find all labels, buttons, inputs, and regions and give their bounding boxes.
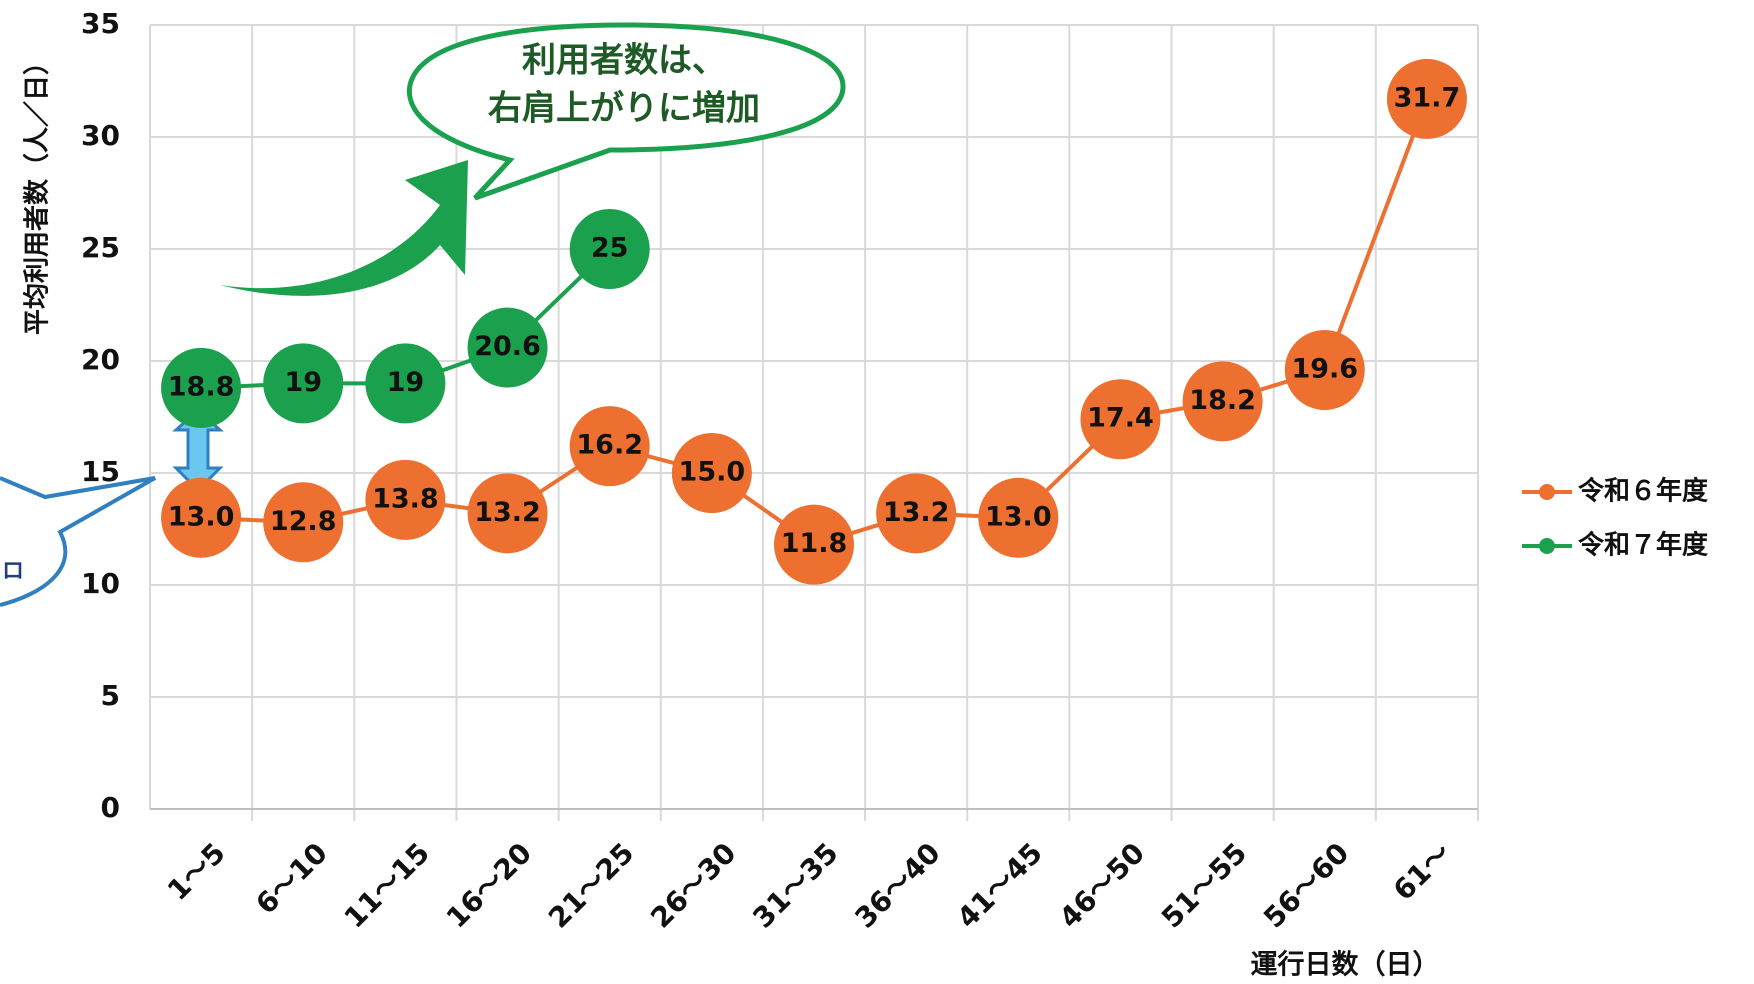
value-label: 19: [284, 367, 322, 398]
chart: 平均利用者数（人／日） 運行日数（日） 051015202530351～56～1…: [0, 0, 1754, 984]
x-tick-label: 61～: [1387, 836, 1458, 907]
x-tick-label: 16～20: [440, 836, 538, 934]
y-tick-label: 0: [101, 791, 120, 824]
value-label: 18.2: [1189, 385, 1256, 416]
y-tick-label: 25: [81, 231, 120, 264]
value-label: 16.2: [576, 430, 643, 461]
y-tick-label: 10: [81, 567, 120, 600]
value-label: 19.6: [1291, 353, 1358, 384]
up-arrow: [220, 160, 468, 296]
x-tick-label: 6～10: [249, 836, 333, 920]
left-callout: [0, 478, 155, 605]
value-label: 13.8: [372, 483, 439, 514]
x-tick-label: 41～45: [951, 836, 1049, 934]
y-tick-label: 20: [81, 343, 120, 376]
legend-marker: [1539, 484, 1555, 500]
x-tick-label: 36～40: [849, 836, 947, 934]
legend-marker: [1539, 538, 1555, 554]
y-axis-title: 平均利用者数（人／日）: [23, 49, 53, 335]
value-label: 20.6: [474, 331, 541, 362]
x-tick-label: 1～5: [161, 836, 232, 907]
x-axis-title: 運行日数（日）: [1251, 949, 1440, 981]
annotation-text: 利用者数は、: [522, 41, 726, 81]
annotation-text: 右肩上がりに増加: [488, 89, 760, 129]
value-label: 13.0: [168, 501, 235, 532]
value-label: 15.0: [679, 457, 746, 488]
value-label: 11.8: [781, 528, 848, 559]
legend-label: 令和６年度: [1578, 476, 1708, 507]
value-label: 12.8: [270, 506, 337, 537]
x-tick-label: 26～30: [644, 836, 742, 934]
value-label: 31.7: [1394, 82, 1461, 113]
x-tick-label: 56～60: [1257, 836, 1355, 934]
value-label: 13.2: [883, 497, 950, 528]
value-label: 13.0: [985, 501, 1052, 532]
legend-label: 令和７年度: [1578, 530, 1708, 561]
x-tick-label: 21～25: [542, 836, 640, 934]
value-label: 18.8: [168, 371, 235, 402]
y-tick-label: 30: [81, 119, 120, 152]
x-tick-label: 51～55: [1155, 836, 1253, 934]
x-tick-label: 31～35: [746, 836, 844, 934]
value-label: 25: [591, 233, 629, 264]
y-tick-label: 35: [81, 7, 120, 40]
left-callout-text: ロ: [2, 559, 24, 584]
x-tick-label: 46～50: [1053, 836, 1151, 934]
value-label: 17.4: [1087, 403, 1154, 434]
y-tick-label: 5: [101, 679, 120, 712]
x-tick-label: 11～15: [338, 836, 436, 934]
value-label: 19: [387, 367, 425, 398]
value-label: 13.2: [474, 497, 541, 528]
